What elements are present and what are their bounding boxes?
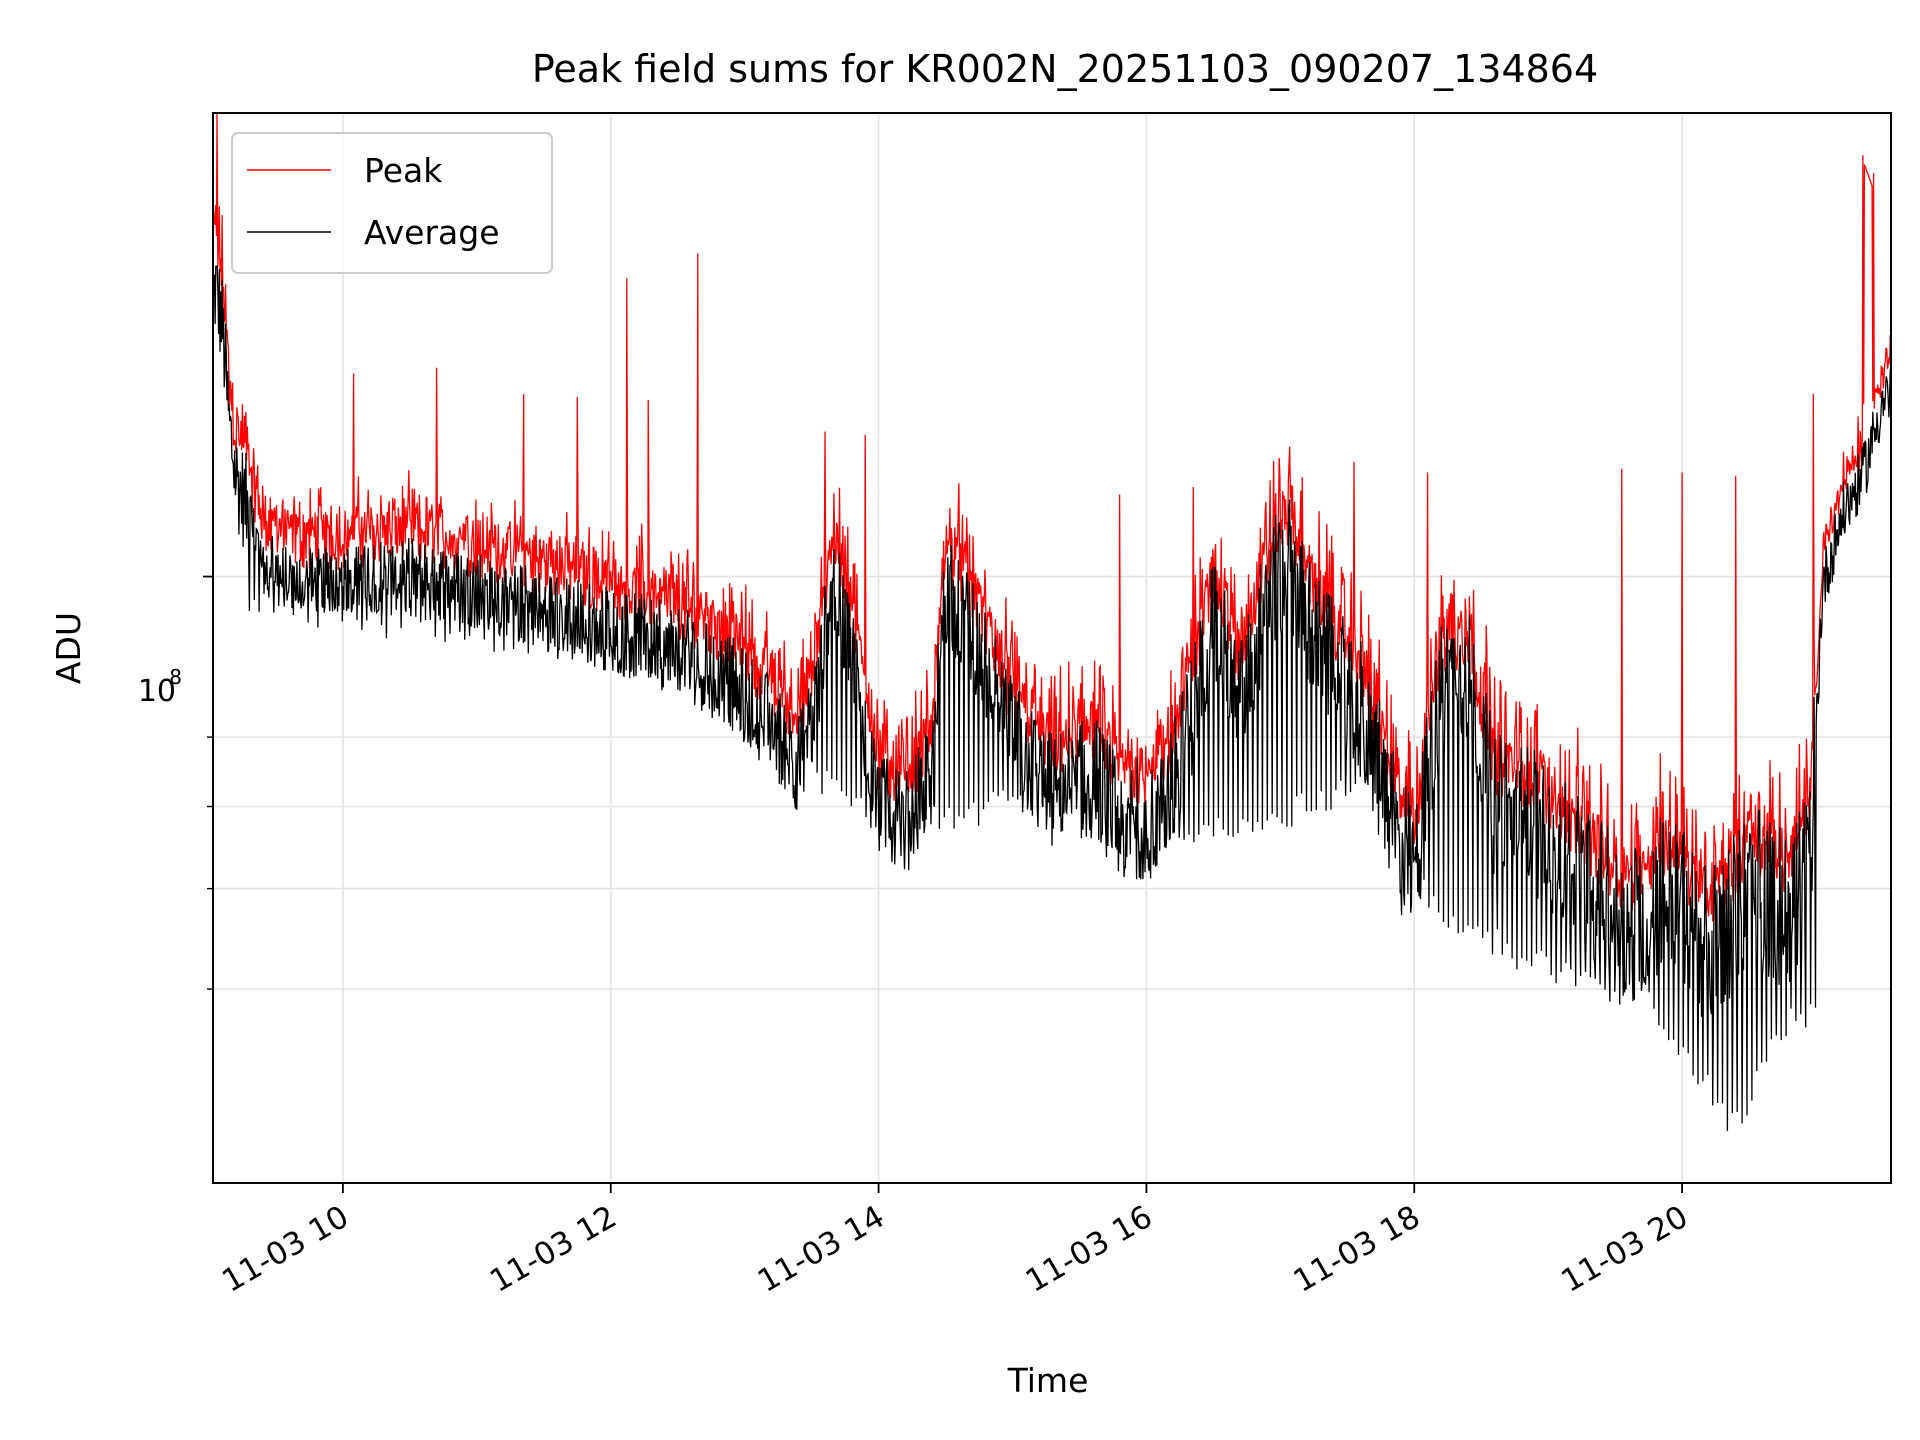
y-tick-label-exp: 8: [169, 665, 182, 689]
legend-peak-label: Peak: [364, 151, 443, 190]
legend: Peak Average: [231, 132, 553, 274]
average-line: [212, 265, 1892, 1132]
series-average: [212, 265, 1892, 1132]
y-axis: 10 8: [138, 575, 213, 990]
plot-frame: [212, 112, 1892, 1184]
series-peak: [212, 113, 1892, 922]
legend-average-label: Average: [364, 213, 500, 252]
y-tick-label-base: 10: [138, 674, 176, 709]
y-tick-label-1e8: 10 8: [138, 665, 182, 709]
peak-line: [212, 113, 1892, 922]
y-axis-label: ADU: [49, 612, 88, 684]
x-axis-label: Time: [1007, 1361, 1089, 1400]
legend-box: [231, 132, 553, 274]
chart-title: Peak field sums for KR002N_20251103_0902…: [532, 47, 1598, 91]
